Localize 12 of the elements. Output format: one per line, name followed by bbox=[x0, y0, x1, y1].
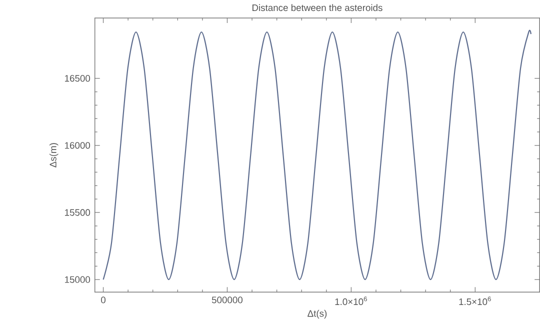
x-tick-label: 1.5×10$^{6}$ bbox=[459, 296, 491, 305]
y-tick-label: 15000 bbox=[65, 276, 90, 283]
chart-title: Distance between the asteroids bbox=[252, 4, 382, 11]
y-tick-label: 16000 bbox=[65, 142, 90, 149]
x-axis-title: Δt(s) bbox=[308, 310, 327, 318]
x-tick-label: 0 bbox=[101, 296, 106, 304]
line-series bbox=[102, 31, 532, 280]
y-tick-label: 15500 bbox=[65, 208, 90, 216]
y-axis-title: Δs(m) bbox=[49, 142, 58, 168]
x-tick-label: 1.0×10$^{6}$ bbox=[335, 296, 367, 305]
x-tick-label: 500000 bbox=[212, 296, 243, 304]
y-tick-label: 16500 bbox=[65, 74, 90, 82]
